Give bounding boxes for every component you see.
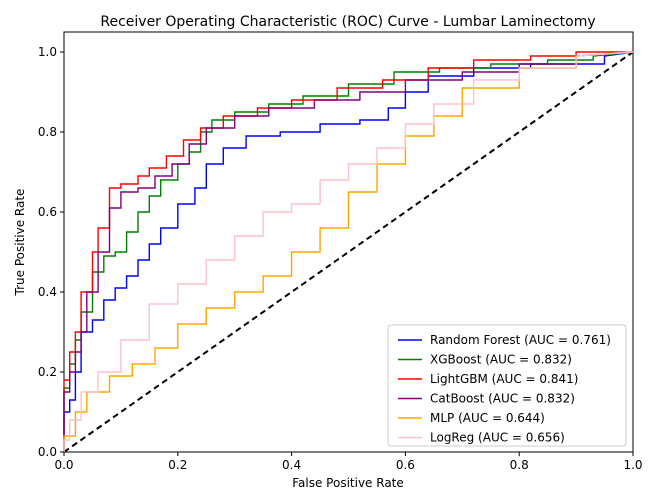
legend-label-2: LightGBM (AUC = 0.841)	[430, 372, 578, 386]
x-tick-label: 0.8	[510, 458, 529, 472]
y-tick-label: 0.4	[38, 285, 57, 299]
legend: Random Forest (AUC = 0.761) XGBoost (AUC …	[387, 324, 627, 447]
legend-label-3: CatBoost (AUC = 0.832)	[430, 392, 575, 406]
y-tick-label: 0.2	[38, 365, 57, 379]
legend-label-4: MLP (AUC = 0.644)	[430, 411, 545, 425]
series-line-0	[63, 51, 634, 452]
x-tick-label: 0.4	[282, 458, 301, 472]
x-tick-label: 0.2	[168, 458, 187, 472]
y-tick-label: 0.6	[38, 205, 57, 219]
y-tick-label: 0.0	[38, 445, 57, 459]
reference-diagonal-line	[63, 51, 634, 453]
y-tick-label: 0.8	[38, 125, 57, 139]
series-line-5	[63, 51, 634, 452]
y-tick-label: 1.0	[38, 45, 57, 59]
legend-box	[387, 324, 627, 447]
y-axis-label: True Positive Rate	[13, 189, 27, 297]
legend-label-5: LogReg (AUC = 0.656)	[430, 431, 565, 445]
legend-label-1: XGBoost (AUC = 0.832)	[430, 353, 572, 367]
series-line-2	[63, 51, 633, 452]
legend-label-0: Random Forest (AUC = 0.761)	[430, 333, 611, 347]
chart-title: Receiver Operating Characteristic (ROC) …	[100, 14, 595, 30]
series-line-4	[63, 51, 634, 452]
x-axis-label: False Positive Rate	[292, 476, 404, 490]
x-tick-label: 0.6	[396, 458, 415, 472]
x-tick-label: 1.0	[623, 458, 642, 472]
x-tick-label: 0.0	[54, 458, 73, 472]
series-line-3	[63, 51, 634, 452]
